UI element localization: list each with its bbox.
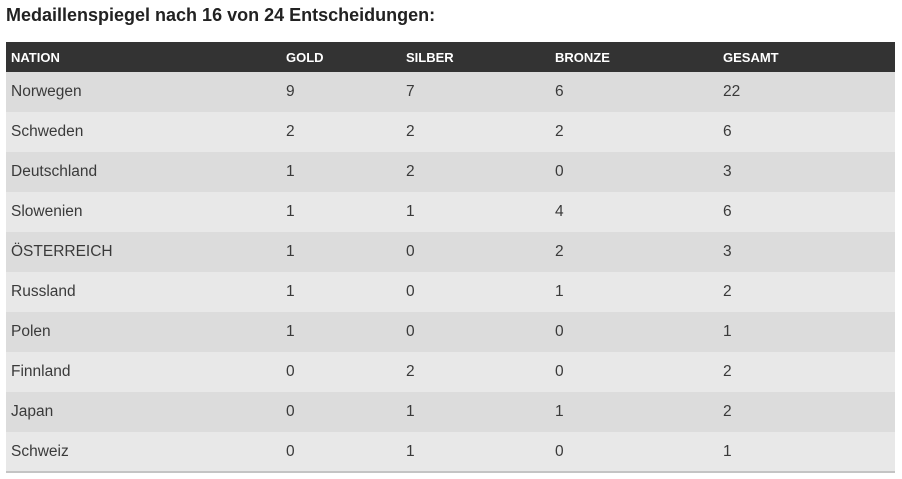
gold-cell: 0 <box>286 363 295 380</box>
nation-cell: Schweiz <box>11 442 69 460</box>
table-row: Norwegen 9 7 6 22 <box>6 72 895 112</box>
gold-cell: 1 <box>286 203 295 220</box>
table-row: Russland 1 0 1 2 <box>6 272 895 312</box>
gold-cell: 0 <box>286 403 295 420</box>
nation-cell: Finnland <box>11 363 71 380</box>
table-header-row: NATION GOLD SILBER BRONZE GESAMT <box>6 42 895 72</box>
bronze-cell: 4 <box>555 203 564 220</box>
gold-cell: 1 <box>286 323 295 340</box>
table-row: Japan 0 1 1 2 <box>6 392 895 432</box>
nation-cell: Slowenien <box>11 203 83 220</box>
table-row: Finnland 0 2 0 2 <box>6 352 895 392</box>
gesamt-cell: 2 <box>723 403 732 420</box>
silber-cell: 1 <box>406 403 415 420</box>
gesamt-cell: 3 <box>723 163 732 180</box>
table-row: Polen 1 0 0 1 <box>6 312 895 352</box>
bronze-cell: 0 <box>555 163 564 180</box>
nation-cell: Japan <box>11 403 54 420</box>
gesamt-cell: 6 <box>723 123 732 140</box>
gold-cell: 1 <box>286 283 295 300</box>
silber-cell: 2 <box>406 363 415 380</box>
bronze-cell: 0 <box>555 363 564 380</box>
bronze-cell: 0 <box>555 442 564 460</box>
bronze-cell: 1 <box>555 403 564 420</box>
table-row: Deutschland 1 2 0 3 <box>6 152 895 192</box>
bronze-cell: 2 <box>555 123 564 140</box>
column-header-gold: GOLD <box>286 49 324 65</box>
gesamt-cell: 22 <box>723 83 741 100</box>
bronze-cell: 2 <box>555 243 564 260</box>
nation-cell: Polen <box>11 323 51 340</box>
table-row: Slowenien 1 1 4 6 <box>6 192 895 232</box>
bronze-cell: 6 <box>555 83 564 100</box>
nation-cell: Norwegen <box>11 83 82 100</box>
nation-cell: Schweden <box>11 123 84 140</box>
nation-cell: ÖSTERREICH <box>11 243 113 260</box>
bronze-cell: 1 <box>555 283 564 300</box>
table-row: ÖSTERREICH 1 0 2 3 <box>6 232 895 272</box>
table-row: Schweden 2 2 2 6 <box>6 112 895 152</box>
column-header-gesamt: GESAMT <box>723 49 779 65</box>
gesamt-cell: 1 <box>723 442 732 460</box>
gold-cell: 2 <box>286 123 295 140</box>
gold-cell: 1 <box>286 243 295 260</box>
gesamt-cell: 6 <box>723 203 732 220</box>
silber-cell: 2 <box>406 163 415 180</box>
silber-cell: 1 <box>406 442 415 460</box>
bronze-cell: 0 <box>555 323 564 340</box>
silber-cell: 1 <box>406 203 415 220</box>
column-header-silber: SILBER <box>406 49 454 65</box>
silber-cell: 2 <box>406 123 415 140</box>
page-title: Medaillenspiegel nach 16 von 24 Entschei… <box>6 5 436 25</box>
gesamt-cell: 2 <box>723 363 732 380</box>
gold-cell: 9 <box>286 83 295 100</box>
gesamt-cell: 1 <box>723 323 732 340</box>
gesamt-cell: 3 <box>723 243 732 260</box>
silber-cell: 0 <box>406 243 415 260</box>
silber-cell: 0 <box>406 283 415 300</box>
nation-cell: Deutschland <box>11 163 98 180</box>
gesamt-cell: 2 <box>723 283 732 300</box>
nation-cell: Russland <box>11 283 76 300</box>
column-header-nation: NATION <box>11 49 60 65</box>
medal-table: NATION GOLD SILBER BRONZE GESAMT Norwege… <box>6 42 895 473</box>
gold-cell: 0 <box>286 442 295 460</box>
silber-cell: 0 <box>406 323 415 340</box>
table-row: Schweiz 0 1 0 1 <box>6 432 895 472</box>
column-header-bronze: BRONZE <box>555 49 610 65</box>
silber-cell: 7 <box>406 83 415 100</box>
gold-cell: 1 <box>286 163 295 180</box>
